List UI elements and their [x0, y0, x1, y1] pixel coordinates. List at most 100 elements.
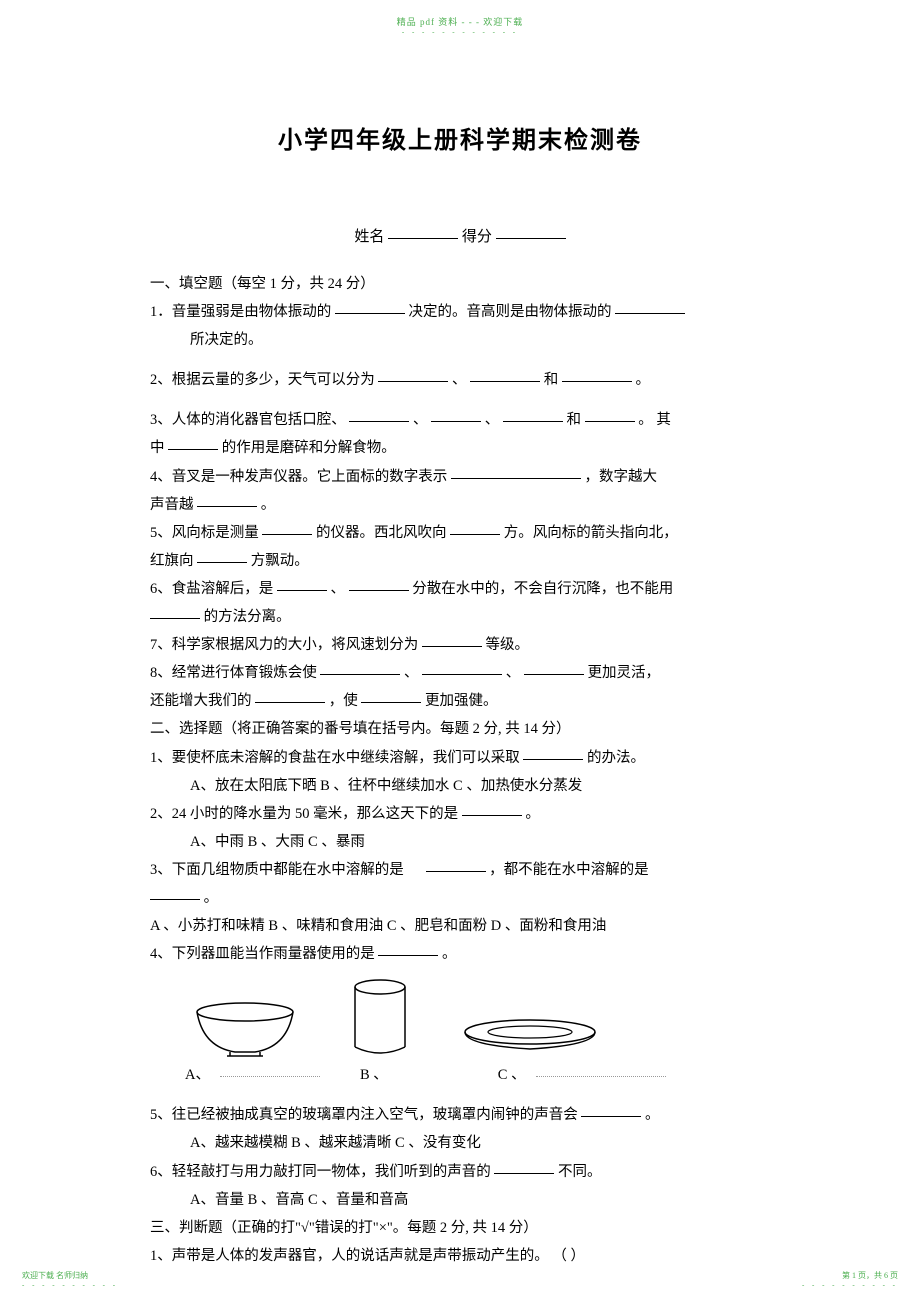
s1-q5-line1: 5、风向标是测量 的仪器。西北风吹向 方。风向标的箭头指向北， [150, 520, 770, 546]
text: 。 [204, 890, 219, 906]
dotted [536, 1076, 666, 1077]
s1-q8-line2: 还能增大我们的 ，使 更加强健。 [150, 688, 770, 714]
text: 。 [525, 806, 540, 822]
s2-q1: 1、要使杯底未溶解的食盐在水中继续溶解，我们可以采取 的办法。 [150, 745, 770, 771]
s2-q6: 6、轻轻敲打与用力敲打同一物体，我们听到的声音的 不同。 [150, 1159, 770, 1185]
text: 方飘动。 [251, 553, 309, 569]
s1-q3-line2: 中 的作用是磨碎和分解食物。 [150, 435, 770, 461]
blank [494, 1173, 554, 1174]
blank [422, 674, 502, 675]
text: 。 [261, 497, 276, 513]
header-dots: - - - - - - - - - - - - [402, 28, 518, 36]
text: 。 其 [638, 412, 671, 428]
blank [523, 759, 583, 760]
blank [320, 674, 400, 675]
header-watermark: 精品 pdf 资料 - - - 欢迎下载 [397, 15, 524, 28]
label-c: C 、 [498, 1062, 526, 1088]
text: 红旗向 [150, 553, 197, 569]
blank [585, 421, 635, 422]
blank [349, 590, 409, 591]
blank [335, 313, 405, 314]
text: 1．音量强弱是由物体振动的 [150, 304, 331, 320]
s2-q5-opt: A、越来越模糊 B 、越来越清晰 C 、没有变化 [150, 1130, 770, 1156]
text: 、 [331, 581, 346, 597]
s1-q2: 2、根据云量的多少，天气可以分为 、 和 。 [150, 367, 770, 393]
text: 声音越 [150, 497, 194, 513]
dotted [220, 1076, 320, 1077]
name-label: 姓名 [354, 229, 384, 245]
text: 方。风向标的箭头指向北， [504, 525, 678, 541]
s2-q2: 2、24 小时的降水量为 50 毫米，那么这天下的是 。 [150, 801, 770, 827]
text: 4、下列器皿能当作雨量器使用的是 [150, 946, 375, 962]
s2-q2-opt: A、中雨 B 、大雨 C 、暴雨 [150, 829, 770, 855]
text: 更加强健。 [425, 693, 498, 709]
s2-q3-line1: 3、下面几组物质中都能在水中溶解的是 ，都不能在水中溶解的是 [150, 857, 770, 883]
name-score-row: 姓名 得分 [150, 225, 770, 246]
blank [378, 381, 448, 382]
blank [422, 646, 482, 647]
blank [361, 702, 421, 703]
blank [470, 381, 540, 382]
section1-heading: 一、填空题（每空 1 分，共 24 分） [150, 271, 770, 297]
text: 7、科学家根据风力的大小，将风速划分为 [150, 637, 418, 653]
s2-q3-line2: 。 [150, 885, 770, 911]
blank [150, 899, 200, 900]
label-b: B 、 [360, 1062, 388, 1088]
s1-q4-line2: 声音越 。 [150, 492, 770, 518]
text: 的作用是磨碎和分解食物。 [222, 440, 396, 456]
footer-right: 第 1 页，共 6 页 [842, 1270, 898, 1281]
text: 和 [567, 412, 585, 428]
s1-q8-line1: 8、经常进行体育锻炼会使 、 、 更加灵活， [150, 660, 770, 686]
blank [197, 506, 257, 507]
footer-left-dots: - - - - - - - - - - [22, 1281, 118, 1289]
section3-heading: 三、判断题（正确的打"√"错误的打"×"。每题 2 分, 共 14 分） [150, 1215, 770, 1241]
text: 等级。 [486, 637, 530, 653]
footer-left: 欢迎下载 名师归纳 [22, 1270, 88, 1281]
text: 。 [645, 1107, 660, 1123]
text: 和 [544, 372, 562, 388]
plate-image [455, 1017, 605, 1057]
text: ，数字越大 [585, 469, 658, 485]
blank [150, 618, 200, 619]
text: 、 [452, 372, 467, 388]
cylinder-image [345, 977, 415, 1057]
blank [503, 421, 563, 422]
q4-labels: A、 B 、 C 、 [150, 1062, 770, 1088]
text: 、 [485, 412, 500, 428]
text: 2、根据云量的多少，天气可以分为 [150, 372, 375, 388]
text: 5、往已经被抽成真空的玻璃罩内注入空气，玻璃罩内闹钟的声音会 [150, 1107, 578, 1123]
s2-q4: 4、下列器皿能当作雨量器使用的是 。 [150, 941, 770, 967]
text: 、 [413, 412, 428, 428]
text: 还能增大我们的 [150, 693, 255, 709]
s1-q3-line1: 3、人体的消化器官包括口腔、 、 、 和 。 其 [150, 407, 770, 433]
blank [262, 534, 312, 535]
s2-q5: 5、往已经被抽成真空的玻璃罩内注入空气，玻璃罩内闹钟的声音会 。 [150, 1102, 770, 1128]
blank [451, 478, 581, 479]
text: 6、轻轻敲打与用力敲打同一物体，我们听到的声音的 [150, 1164, 491, 1180]
s1-q1-line2: 所决定的。 [150, 327, 770, 353]
blank [581, 1116, 641, 1117]
s1-q7: 7、科学家根据风力的大小，将风速划分为 等级。 [150, 632, 770, 658]
content-body: 一、填空题（每空 1 分，共 24 分） 1．音量强弱是由物体振动的 决定的。音… [150, 271, 770, 1269]
bowl-image [185, 1002, 305, 1057]
text: 的仪器。西北风吹向 [316, 525, 450, 541]
text: 2、24 小时的降水量为 50 毫米，那么这天下的是 [150, 806, 462, 822]
page-title: 小学四年级上册科学期末检测卷 [150, 120, 770, 155]
text: 。 [636, 372, 651, 388]
text: 8、经常进行体育锻炼会使 [150, 665, 320, 681]
blank [462, 815, 522, 816]
s1-q1-line1: 1．音量强弱是由物体振动的 决定的。音高则是由物体振动的 [150, 299, 770, 325]
s2-q1-opt: A、放在太阳底下晒 B 、往杯中继续加水 C 、加热使水分蒸发 [150, 773, 770, 799]
text: 分散在水中的，不会自行沉降，也不能用 [412, 581, 673, 597]
name-blank [388, 238, 458, 239]
bowl-icon [185, 1002, 305, 1057]
blank [255, 702, 325, 703]
text: ，都不能在水中溶解的是 [489, 862, 649, 878]
q4-images-row [150, 977, 770, 1057]
text: 6、食盐溶解后，是 [150, 581, 277, 597]
text: 。 [442, 946, 457, 962]
plate-icon [455, 1017, 605, 1057]
blank [349, 421, 409, 422]
s1-q6-line2: 的方法分离。 [150, 604, 770, 630]
blank [450, 534, 500, 535]
